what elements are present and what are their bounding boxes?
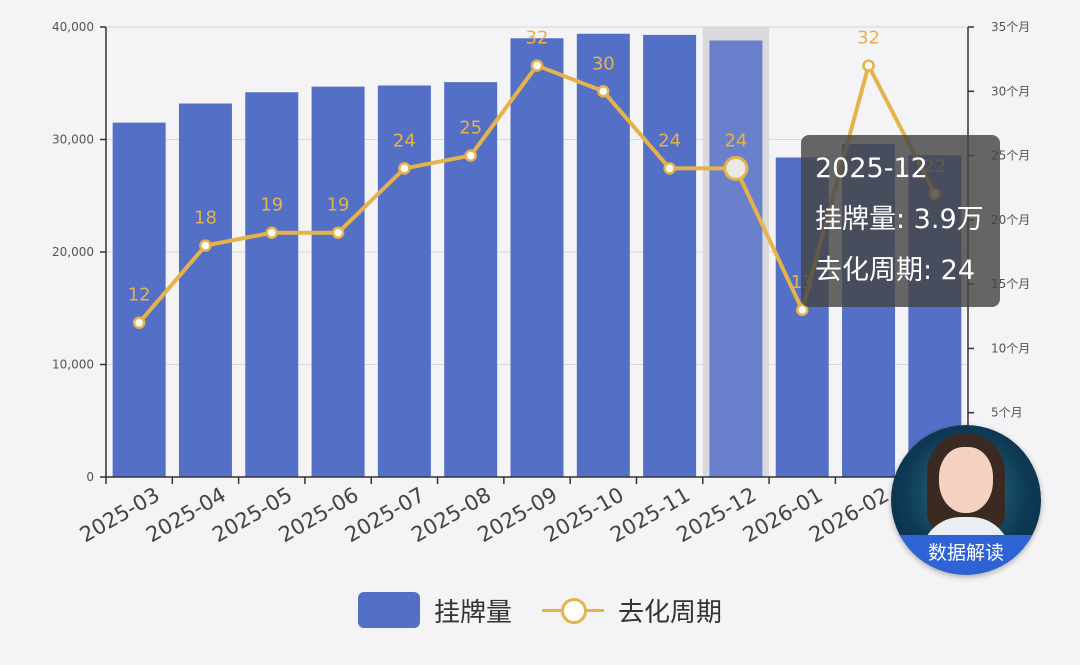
bar-2025-12 — [709, 40, 763, 477]
bar-2025-08 — [444, 82, 498, 477]
tooltip-date: 2025-12 — [815, 153, 928, 184]
line-point-2025-11 — [663, 162, 676, 175]
line-data-label: 19 — [327, 195, 350, 216]
line-data-label: 12 — [128, 285, 151, 306]
line-data-label: 19 — [260, 195, 283, 216]
tooltip-cycle: 去化周期: 24 — [815, 255, 976, 286]
line-point-2025-10 — [597, 85, 610, 98]
line-point-2025-05 — [265, 226, 279, 239]
bar-2025-06 — [311, 86, 365, 477]
line-data-label: 24 — [658, 130, 681, 151]
bar-series — [112, 33, 962, 477]
y-right-tick-label: 15个月 — [991, 277, 1030, 291]
y-left-tick-label: 30,000 — [52, 133, 94, 147]
y-left-tick-label: 20,000 — [52, 245, 94, 259]
legend-item-bar[interactable]: 挂牌量 — [357, 592, 512, 629]
line-point-2025-07 — [398, 162, 411, 175]
bar-2025-09 — [510, 38, 564, 477]
line-data-label: 32 — [526, 28, 549, 49]
bar-2025-05 — [245, 92, 299, 477]
y-right-tick-label: 25个月 — [991, 149, 1030, 163]
line-point-2026-01 — [795, 303, 809, 317]
legend: 挂牌量 去化周期 — [0, 585, 1080, 635]
line-data-label: 24 — [393, 130, 416, 151]
line-data-label: 32 — [857, 28, 880, 49]
y-right-tick-label: 35个月 — [991, 20, 1030, 34]
line-data-label: 25 — [459, 118, 482, 139]
line-point-2025-09 — [530, 59, 544, 72]
data-interpretation-button[interactable]: 数据解读 — [891, 425, 1041, 575]
legend-line-label: 去化周期 — [618, 597, 723, 628]
bar-2025-04 — [178, 103, 232, 477]
line-point-2025-04 — [199, 239, 212, 252]
line-point-2026-02 — [862, 59, 875, 72]
avatar-face — [939, 447, 993, 513]
y-left-tick-label: 0 — [86, 470, 94, 484]
y-right-tick-label: 20个月 — [991, 213, 1030, 227]
y-left-tick-label: 40,000 — [52, 20, 94, 34]
line-point-2025-03 — [132, 316, 146, 329]
y-right-tick-label: 10个月 — [991, 341, 1030, 355]
tooltip-listing: 挂牌量: 3.9万 — [815, 204, 984, 235]
line-data-label: 24 — [724, 130, 747, 151]
bar-2025-10 — [576, 33, 630, 477]
combo-chart: 0 10,000 20,000 30,000 40,000 5个月 10个月 15个月 20个月… — [52, 20, 1030, 547]
y-right-tick-label: 30个月 — [991, 84, 1030, 98]
legend-item-line[interactable]: 去化周期 — [542, 592, 722, 629]
line-data-label: 30 — [592, 53, 615, 74]
bar-2025-11 — [643, 34, 697, 477]
bar-2025-07 — [377, 85, 431, 477]
legend-line-swatch — [542, 592, 604, 628]
legend-bar-label: 挂牌量 — [433, 597, 512, 628]
line-point-2025-12 — [723, 155, 749, 181]
line-series: 12181919242532302424133222 — [128, 28, 946, 329]
y-left-tick-label: 10,000 — [52, 358, 94, 372]
y-right-tick-label: 5个月 — [991, 406, 1023, 420]
tooltip: 2025-12 挂牌量: 3.9万 去化周期: 24 — [801, 135, 1000, 307]
line-data-label: 18 — [194, 208, 217, 229]
avatar-label: 数据解读 — [891, 535, 1041, 575]
line-point-2025-08 — [464, 149, 477, 162]
legend-bar-swatch — [357, 592, 420, 628]
line-point-2025-06 — [331, 226, 345, 239]
